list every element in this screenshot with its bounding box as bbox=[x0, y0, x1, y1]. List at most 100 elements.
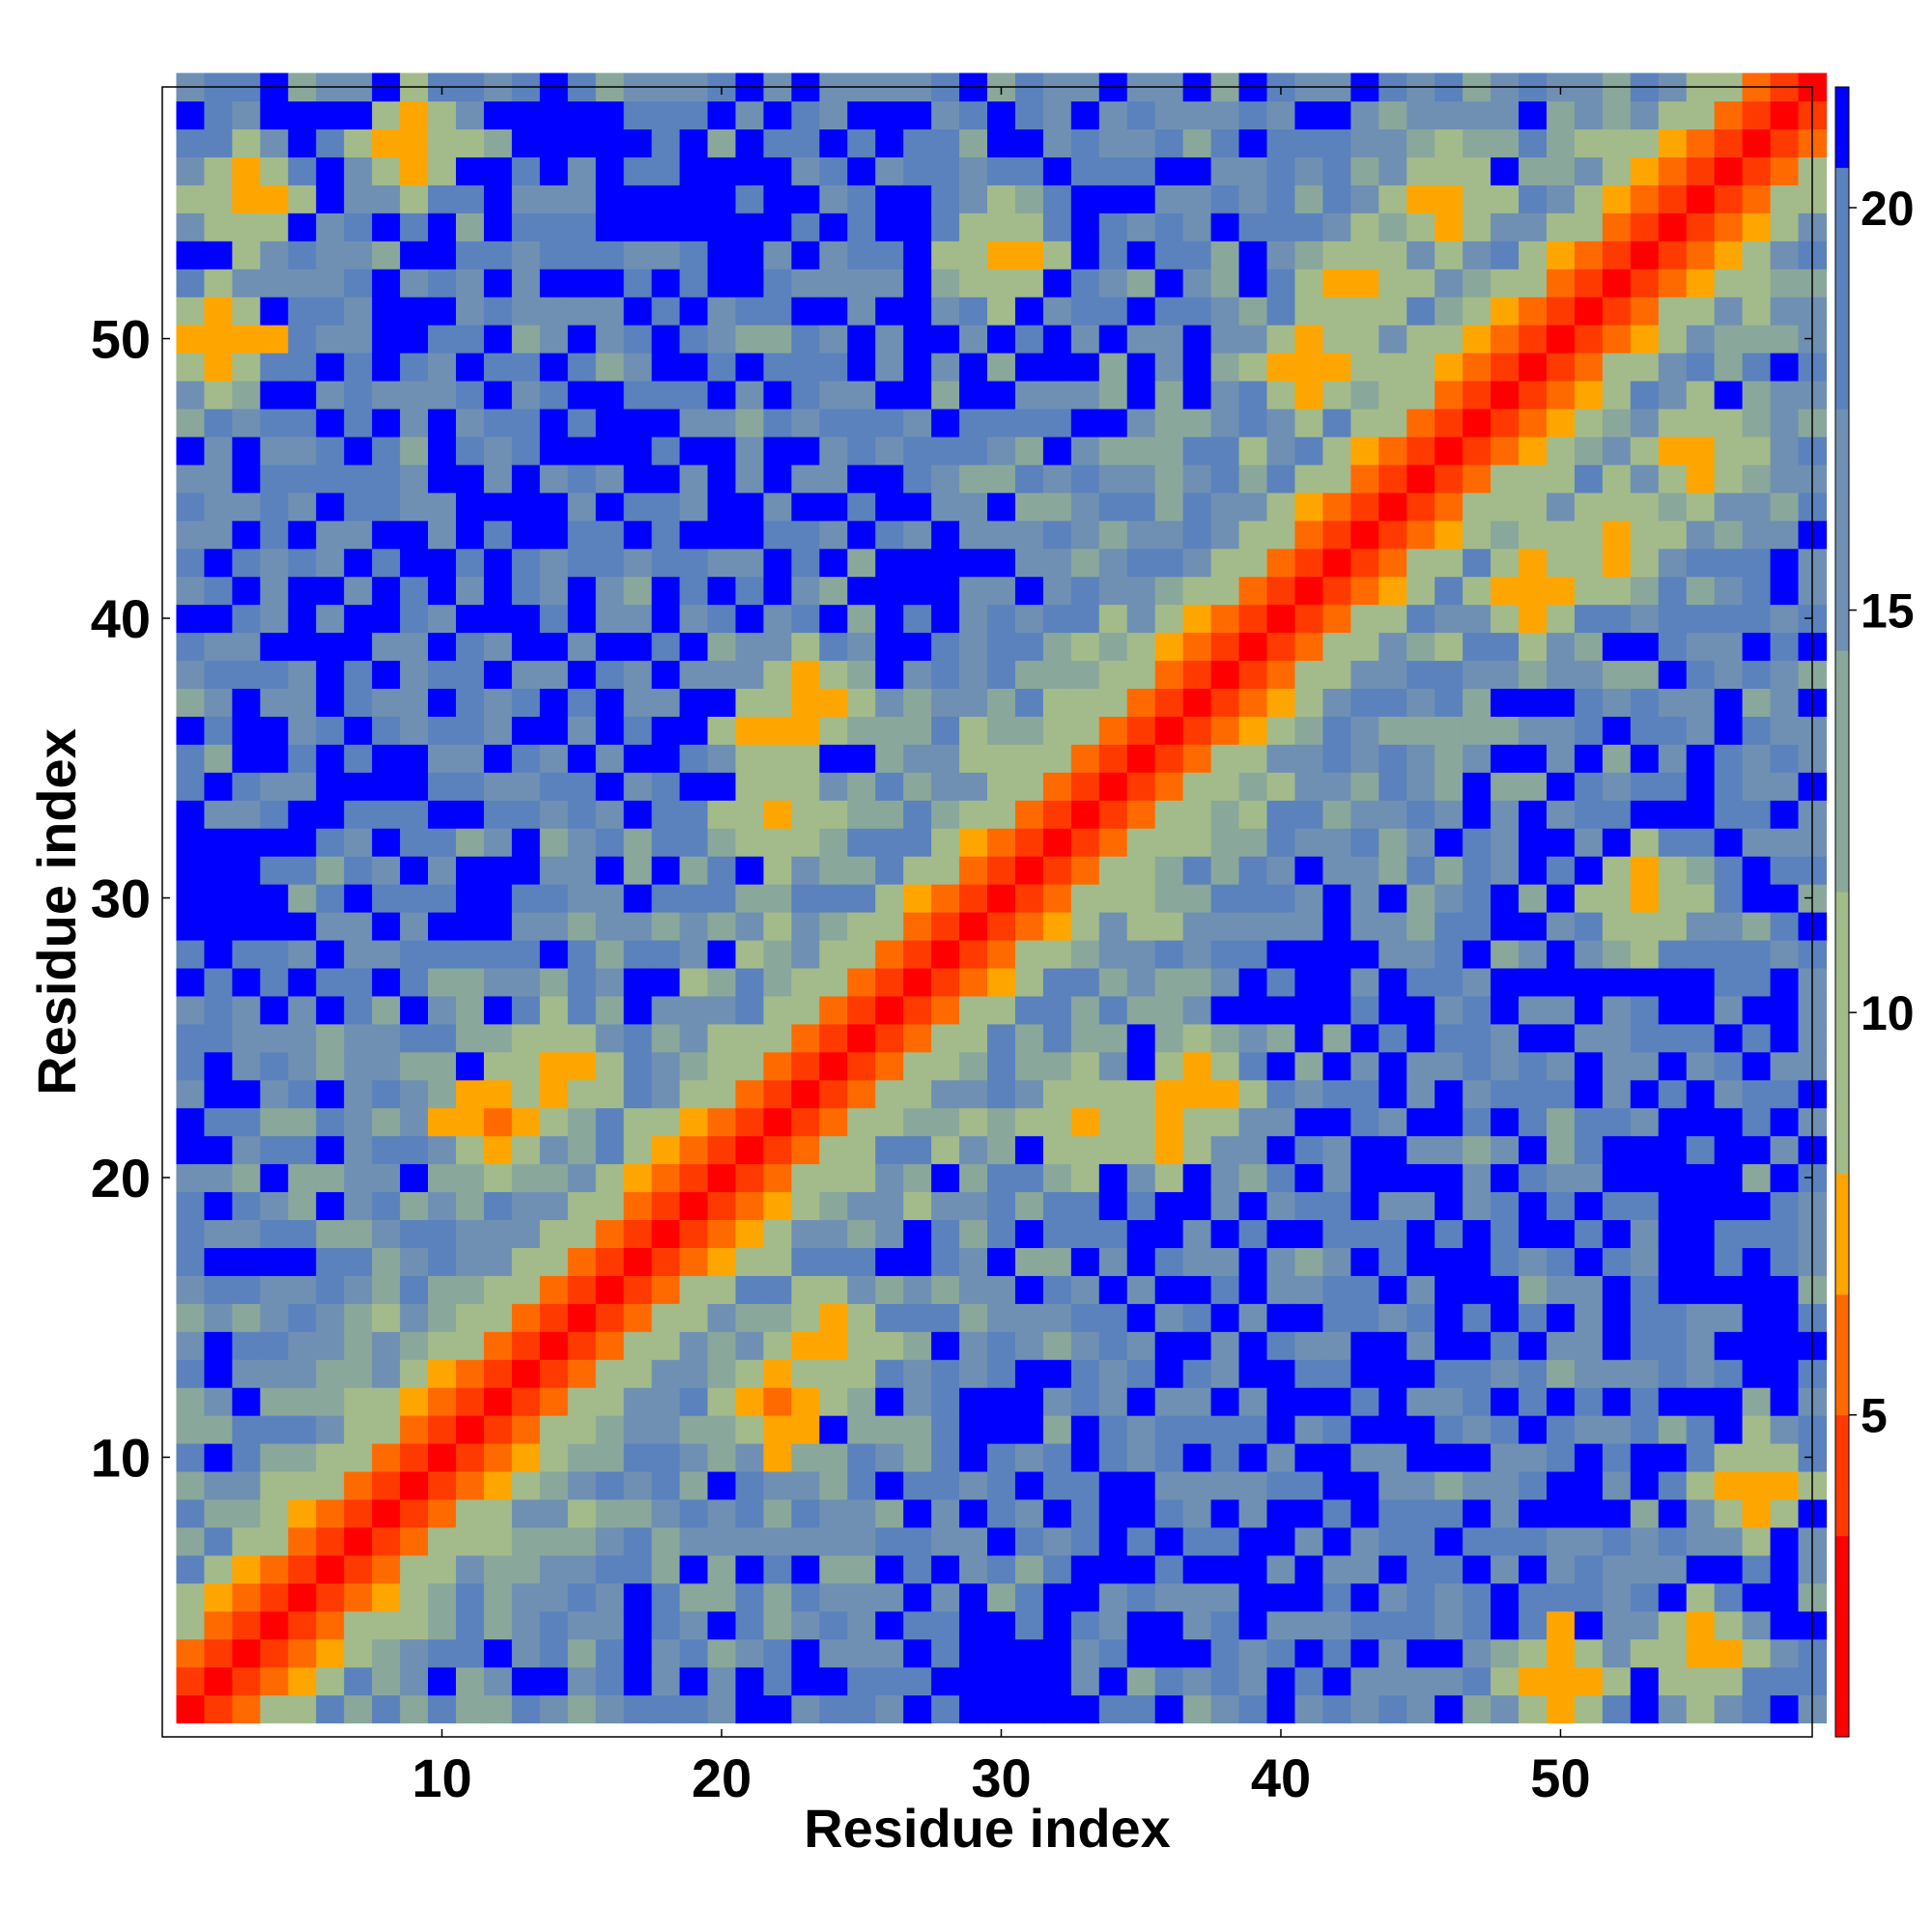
heatmap-cell bbox=[260, 1666, 289, 1696]
heatmap-cell bbox=[1630, 1051, 1660, 1081]
heatmap-cell bbox=[959, 1051, 988, 1081]
heatmap-cell bbox=[1630, 1331, 1660, 1360]
heatmap-cell bbox=[679, 1079, 709, 1109]
heatmap-cell bbox=[819, 241, 848, 270]
heatmap-cell bbox=[567, 1554, 597, 1584]
heatmap-cell bbox=[875, 828, 904, 857]
heatmap-cell bbox=[1406, 1107, 1435, 1137]
heatmap-cell bbox=[931, 408, 960, 438]
heatmap-cell bbox=[1014, 1443, 1044, 1472]
heatmap-cell bbox=[372, 1415, 401, 1444]
heatmap-cell bbox=[875, 297, 904, 326]
heatmap-cell bbox=[847, 1526, 876, 1556]
heatmap-cell bbox=[1742, 1694, 1772, 1724]
heatmap-cell bbox=[1463, 1163, 1492, 1193]
heatmap-cell bbox=[1126, 548, 1156, 578]
heatmap-cell bbox=[1182, 1470, 1212, 1500]
heatmap-cell bbox=[372, 1219, 401, 1248]
heatmap-cell bbox=[1238, 241, 1268, 270]
heatmap-cell bbox=[1658, 1247, 1688, 1276]
heatmap-cell bbox=[1463, 800, 1492, 829]
heatmap-cell bbox=[959, 185, 988, 213]
heatmap-cell bbox=[260, 1526, 289, 1556]
heatmap-cell bbox=[763, 1107, 792, 1137]
heatmap-cell bbox=[1491, 856, 1520, 885]
heatmap-cell bbox=[1714, 1303, 1744, 1332]
heatmap-cell bbox=[1630, 604, 1660, 634]
heatmap-cell bbox=[931, 800, 960, 829]
heatmap-cell bbox=[288, 353, 317, 382]
heatmap-cell bbox=[483, 1163, 513, 1193]
heatmap-cell bbox=[1435, 156, 1463, 185]
heatmap-cell bbox=[1294, 1554, 1323, 1584]
heatmap-cell bbox=[651, 995, 681, 1025]
x-tick-label: 30 bbox=[971, 1747, 1031, 1808]
heatmap-cell bbox=[1042, 269, 1072, 298]
heatmap-cell bbox=[316, 1303, 345, 1332]
heatmap-cell bbox=[903, 156, 932, 185]
heatmap-cell bbox=[1574, 1582, 1604, 1612]
heatmap-cell bbox=[1463, 436, 1492, 466]
heatmap-cell bbox=[1154, 1415, 1184, 1444]
heatmap-cell bbox=[204, 100, 233, 130]
heatmap-cell bbox=[1658, 1079, 1688, 1109]
heatmap-cell bbox=[791, 380, 820, 410]
heatmap-cell bbox=[1014, 604, 1044, 634]
heatmap-cell bbox=[903, 912, 932, 941]
heatmap-cell bbox=[959, 1079, 988, 1109]
heatmap-cell bbox=[176, 241, 206, 270]
heatmap-cell bbox=[288, 436, 317, 466]
heatmap-cell bbox=[1238, 716, 1268, 745]
heatmap-cell bbox=[344, 1079, 373, 1109]
heatmap-cell bbox=[483, 912, 513, 941]
heatmap-cell bbox=[931, 1163, 960, 1193]
heatmap-cell bbox=[819, 436, 848, 466]
heatmap-cell bbox=[875, 716, 904, 745]
heatmap-cell bbox=[679, 297, 709, 326]
heatmap-cell bbox=[1602, 408, 1632, 438]
heatmap-cell bbox=[344, 744, 373, 773]
heatmap-cell bbox=[1602, 297, 1632, 326]
heatmap-cell bbox=[1574, 716, 1604, 745]
heatmap-cell bbox=[931, 1051, 960, 1081]
heatmap-cell bbox=[260, 185, 289, 213]
heatmap-cell bbox=[651, 1051, 681, 1081]
heatmap-cell bbox=[455, 520, 485, 550]
heatmap-cell bbox=[791, 241, 820, 270]
heatmap-cell bbox=[400, 185, 429, 213]
heatmap-cell bbox=[931, 688, 960, 717]
heatmap-cell bbox=[987, 1387, 1016, 1416]
heatmap-cell bbox=[1350, 995, 1379, 1025]
heatmap-cell bbox=[455, 1247, 485, 1276]
heatmap-cell bbox=[791, 688, 820, 717]
heatmap-cell bbox=[1350, 520, 1379, 550]
heatmap-cell bbox=[316, 939, 345, 969]
heatmap-cell bbox=[679, 436, 709, 466]
heatmap-cell bbox=[316, 1694, 345, 1724]
heatmap-cell bbox=[791, 1582, 820, 1612]
heatmap-cell bbox=[735, 380, 765, 410]
heatmap-cell bbox=[1350, 604, 1379, 634]
heatmap-cell bbox=[1322, 856, 1351, 885]
heatmap-cell bbox=[1463, 884, 1492, 913]
heatmap-cell bbox=[1266, 1079, 1296, 1109]
heatmap-cell bbox=[959, 269, 988, 298]
heatmap-cell bbox=[623, 660, 653, 690]
heatmap-cell bbox=[1070, 1470, 1100, 1500]
heatmap-cell bbox=[1098, 1526, 1128, 1556]
heatmap-cell bbox=[288, 800, 317, 829]
heatmap-cell bbox=[1435, 1694, 1463, 1724]
heatmap-cell bbox=[1742, 1526, 1772, 1556]
heatmap-cell bbox=[1574, 464, 1604, 494]
heatmap-cell bbox=[455, 688, 485, 717]
heatmap-cell bbox=[1210, 604, 1240, 634]
heatmap-cell bbox=[1406, 995, 1435, 1025]
heatmap-cell bbox=[791, 436, 820, 466]
heatmap-cell bbox=[987, 128, 1016, 157]
heatmap-cell bbox=[372, 297, 401, 326]
x-axis-title: Residue index bbox=[804, 1798, 1171, 1859]
heatmap-cell bbox=[372, 436, 401, 466]
heatmap-cell bbox=[511, 1331, 541, 1360]
heatmap-cell bbox=[1630, 1079, 1660, 1109]
heatmap-cell bbox=[1014, 464, 1044, 494]
